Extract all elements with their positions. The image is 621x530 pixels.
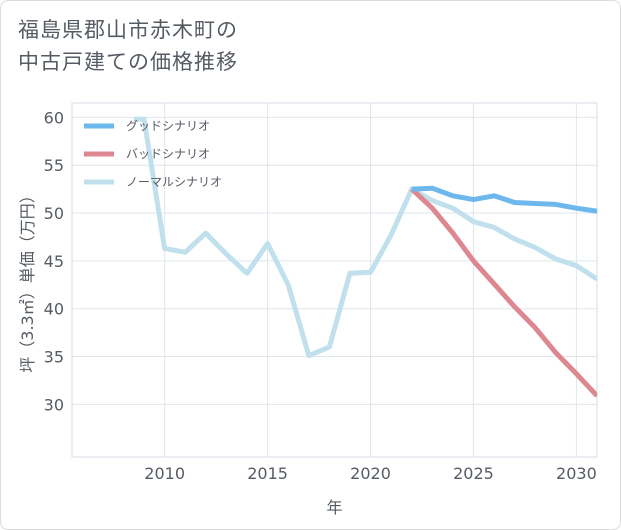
title-line-2: 中古戸建ての価格推移 (18, 50, 238, 74)
y-tick-label: 45 (44, 252, 64, 271)
x-tick-label: 2015 (247, 464, 288, 483)
legend-label-2: ノーマルシナリオ (126, 175, 222, 189)
x-tick-label: 2020 (350, 464, 391, 483)
y-tick-label: 60 (44, 108, 64, 127)
y-tick-label: 55 (44, 156, 64, 175)
series-line-1 (410, 187, 597, 398)
chart-title: 福島県郡山市赤木町の 中古戸建ての価格推移 (18, 14, 238, 78)
legend-label-0: グッドシナリオ (126, 119, 210, 133)
x-tick-label: 2010 (144, 464, 185, 483)
x-axis-label: 年 (326, 498, 342, 517)
y-tick-label: 40 (44, 300, 64, 319)
x-tick-label: 2025 (453, 464, 494, 483)
y-tick-label: 30 (44, 395, 64, 414)
y-tick-label: 35 (44, 348, 64, 367)
title-line-1: 福島県郡山市赤木町の (18, 18, 238, 42)
legend-label-1: バッドシナリオ (126, 147, 210, 161)
plot-area (71, 102, 598, 458)
series-line-0 (411, 185, 597, 214)
y-tick-label: 50 (44, 204, 64, 223)
series-line-2 (133, 116, 597, 359)
y-axis-label: 坪（3.3㎡）単価（万円） (18, 187, 37, 372)
x-tick-label: 2030 (556, 464, 597, 483)
